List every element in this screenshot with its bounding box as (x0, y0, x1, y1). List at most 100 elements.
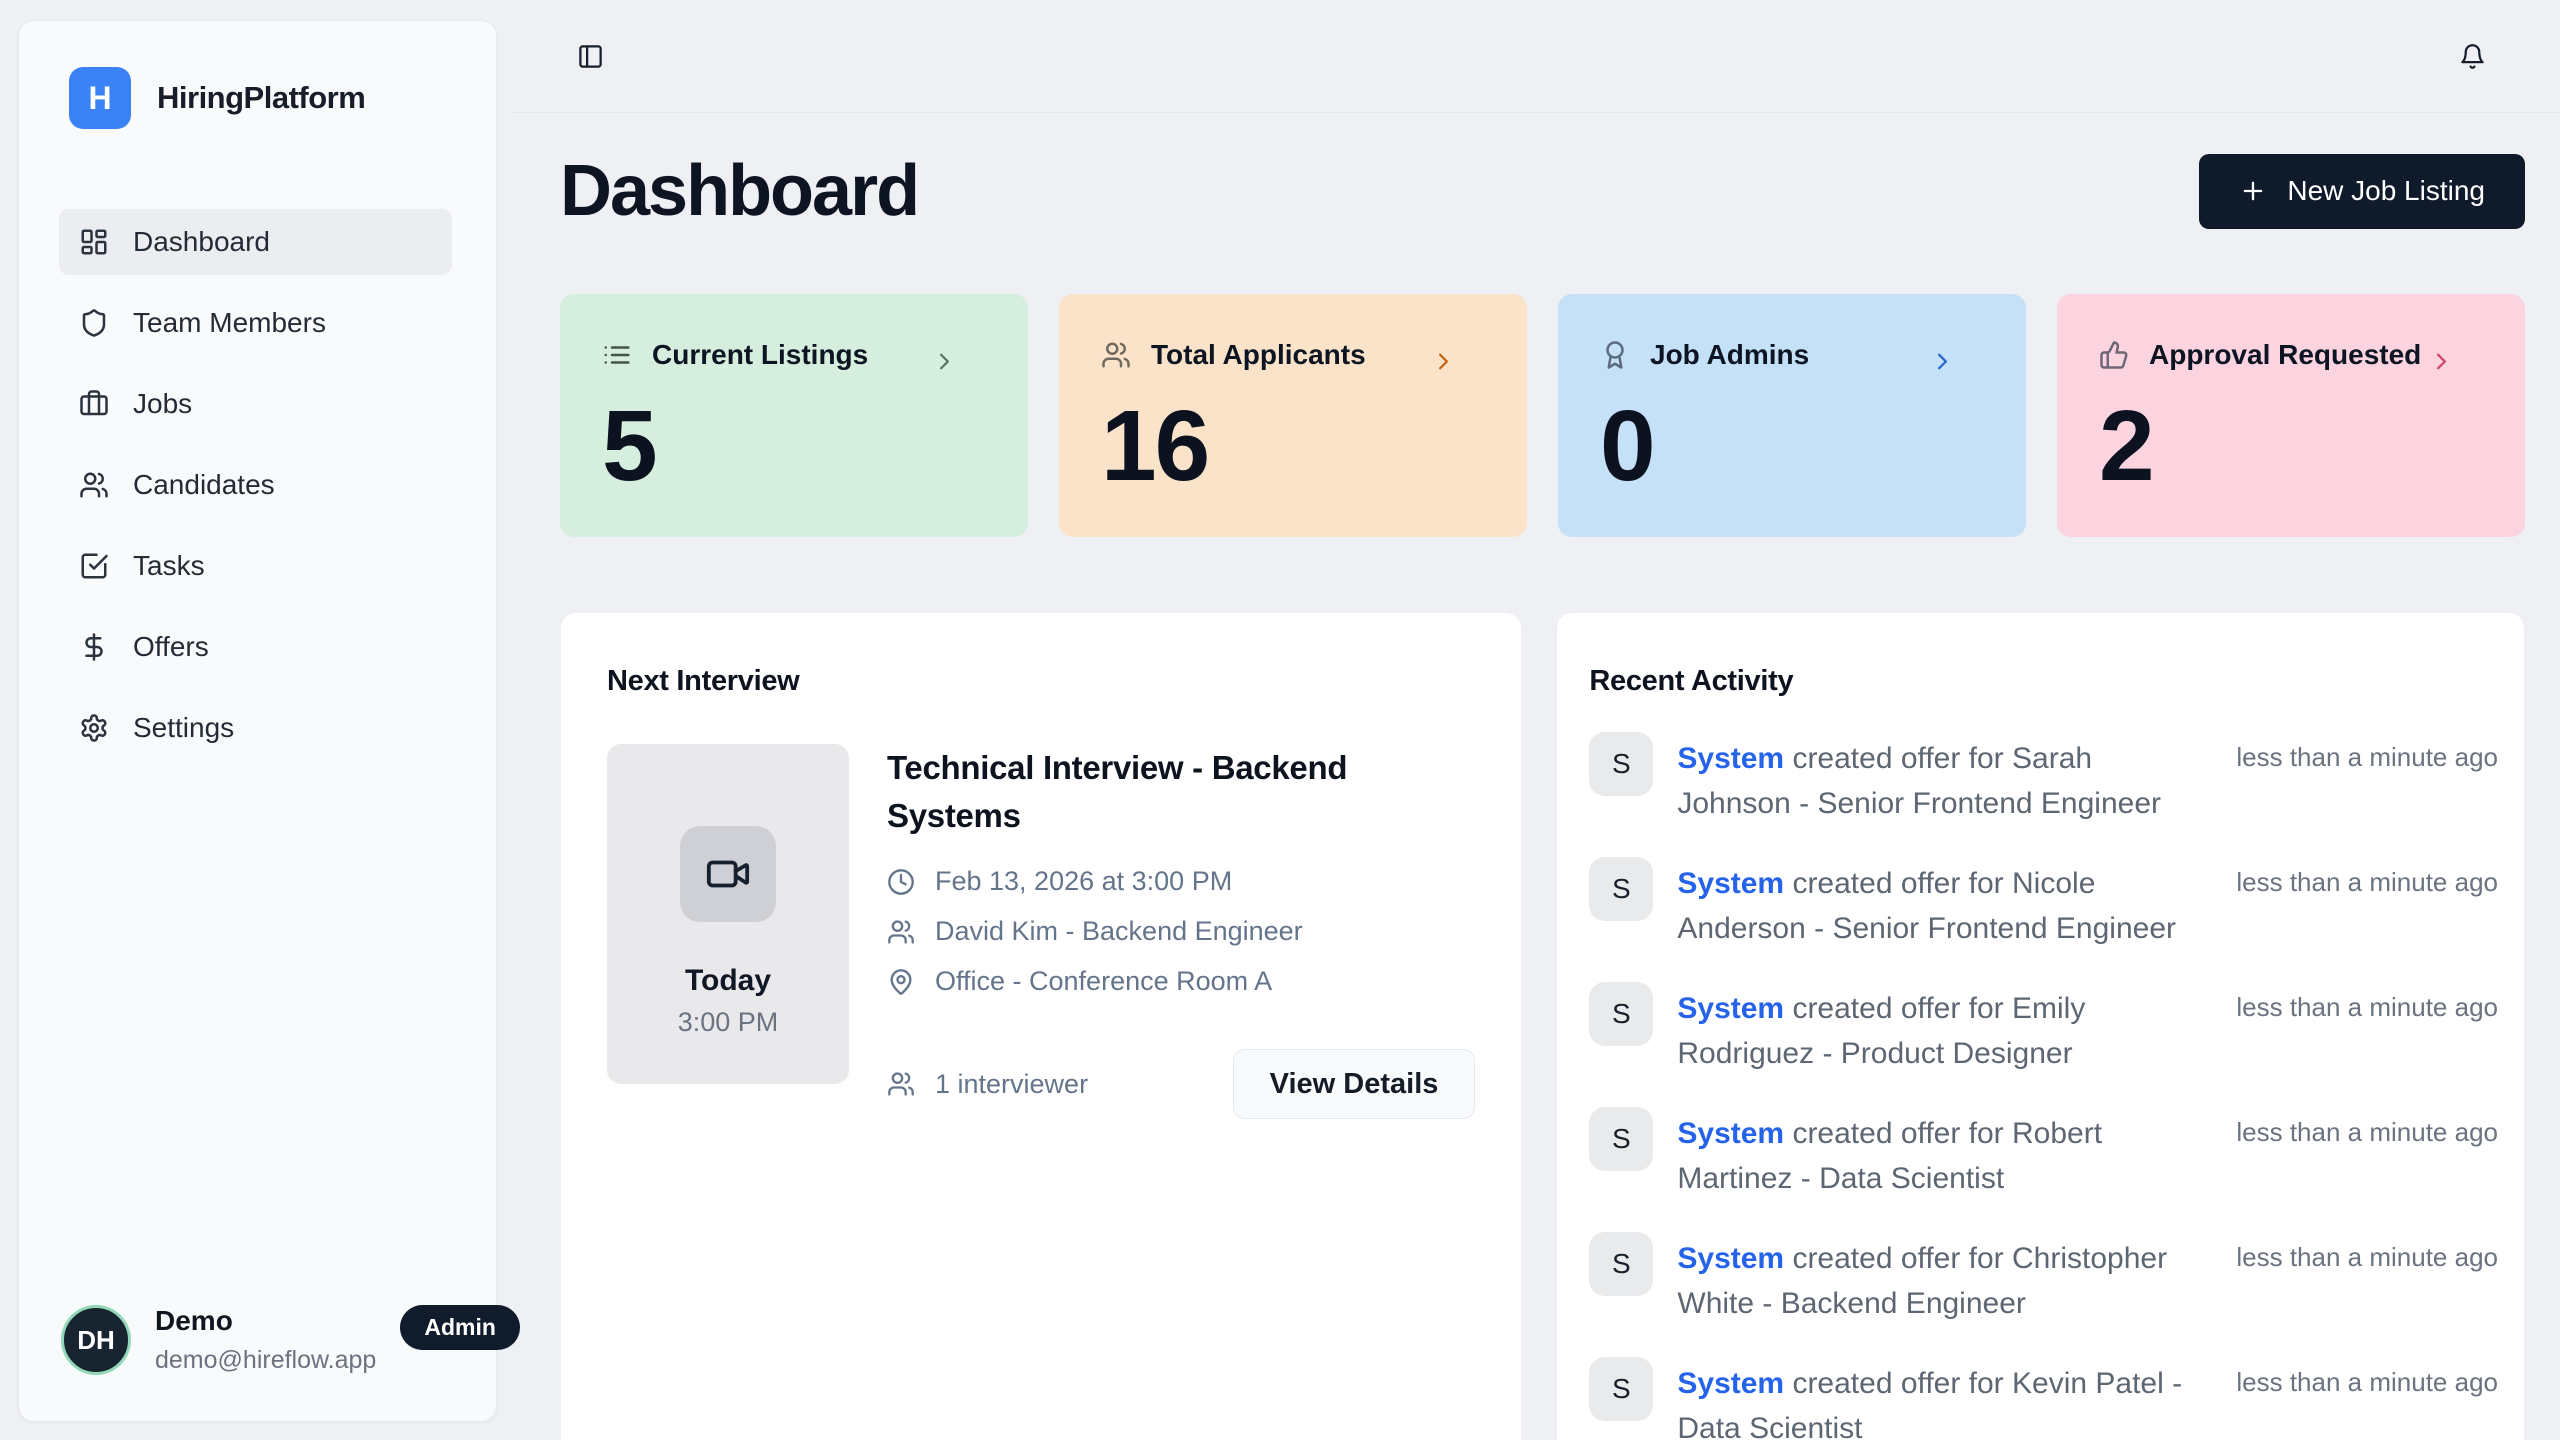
activity-text: created offer for Nicole Anderson - Seni… (1677, 867, 2177, 945)
sidebar-item-label: Offers (133, 631, 209, 662)
next-interview-title: Next Interview (607, 665, 800, 697)
stat-card-current-listings[interactable]: Current Listings 5 (560, 294, 1028, 537)
recent-activity-panel: Recent Activity S System created offer f… (1556, 612, 2525, 1440)
activity-actor-link[interactable]: System (1677, 1242, 1785, 1275)
interview-time: 3:00 PM (677, 1007, 779, 1037)
sidebar-item-label: Settings (133, 712, 235, 743)
sidebar-toggle-button[interactable] (577, 43, 604, 70)
recent-activity-title: Recent Activity (1589, 665, 1794, 697)
topbar (512, 0, 2560, 113)
stat-value: 0 (1600, 390, 1656, 502)
chevron-right-icon (2428, 348, 2455, 375)
briefcase-icon (79, 389, 109, 419)
interviewer-count: 1 interviewer (935, 1068, 1089, 1099)
sidebar-item-label: Team Members (133, 307, 326, 338)
chevron-right-icon (931, 348, 958, 375)
interview-location: Office - Conference Room A (935, 966, 1273, 996)
stat-card-job-admins[interactable]: Job Admins 0 (1558, 294, 2026, 537)
award-icon (1600, 340, 1630, 370)
role-badge: Admin (400, 1305, 520, 1350)
interview-day: Today (684, 964, 772, 997)
stat-label: Job Admins (1650, 339, 1810, 370)
chevron-right-icon (1929, 348, 1956, 375)
activity-actor-link[interactable]: System (1677, 1367, 1785, 1400)
stat-label: Total Applicants (1151, 339, 1366, 370)
activity-timestamp: less than a minute ago (2236, 992, 2498, 1022)
activity-text: created offer for Kevin Patel - Data Sci… (1677, 1367, 2183, 1440)
sidebar-item-label: Candidates (133, 469, 275, 500)
sidebar-item-label: Tasks (133, 550, 205, 581)
avatar: DH (61, 1305, 131, 1375)
view-details-button[interactable]: View Details (1232, 1049, 1476, 1119)
activity-list: S System created offer for Sarah Johnson… (1589, 732, 2498, 1440)
activity-actor-link[interactable]: System (1677, 1117, 1785, 1150)
activity-text: created offer for Sarah Johnson - Senior… (1677, 742, 2162, 820)
activity-avatar: S (1589, 1357, 1654, 1421)
activity-timestamp: less than a minute ago (2236, 1367, 2498, 1397)
chevron-right-icon (1430, 348, 1457, 375)
activity-avatar: S (1589, 857, 1654, 921)
activity-avatar: S (1589, 982, 1654, 1046)
activity-text: created offer for Christopher White - Ba… (1677, 1242, 2168, 1320)
notifications-button[interactable] (2459, 43, 2486, 70)
gear-icon (79, 713, 109, 743)
dollar-icon (79, 632, 109, 662)
brand-logo: H (69, 67, 131, 129)
sidebar-user-card: DH Demo demo@hireflow.app Admin (61, 1305, 520, 1375)
bell-icon (2459, 43, 2486, 70)
main-area: Dashboard New Job Listing Current Listin… (512, 0, 2560, 1440)
list-icon (602, 340, 632, 370)
sidebar-item-settings[interactable]: Settings (59, 695, 452, 761)
interview-person: David Kim - Backend Engineer (935, 916, 1303, 946)
activity-actor-link[interactable]: System (1677, 742, 1785, 775)
activity-actor-link[interactable]: System (1677, 992, 1785, 1025)
interview-datetime: Feb 13, 2026 at 3:00 PM (935, 866, 1233, 896)
interview-title: Technical Interview - Backend Systems (887, 749, 1348, 834)
sidebar-item-tasks[interactable]: Tasks (59, 533, 452, 599)
sidebar-item-dashboard[interactable]: Dashboard (59, 209, 452, 275)
stat-card-approval-requested[interactable]: Approval Requested 2 (2057, 294, 2525, 537)
activity-avatar: S (1589, 1107, 1654, 1171)
clock-icon (887, 868, 915, 896)
sidebar-item-team-members[interactable]: Team Members (59, 290, 452, 356)
stat-card-total-applicants[interactable]: Total Applicants 16 (1059, 294, 1527, 537)
activity-item: S System created offer for Robert Martin… (1589, 1107, 2498, 1201)
activity-timestamp: less than a minute ago (2236, 742, 2498, 772)
plus-icon (2239, 177, 2267, 205)
new-job-listing-button[interactable]: New Job Listing (2199, 153, 2525, 229)
content: Dashboard New Job Listing Current Listin… (512, 113, 2560, 1440)
users-icon (887, 918, 915, 946)
shield-icon (79, 308, 109, 338)
user-email: demo@hireflow.app (155, 1346, 377, 1374)
sidebar-item-offers[interactable]: Offers (59, 614, 452, 680)
user-name: Demo (155, 1305, 233, 1336)
stats-row: Current Listings 5 Total Applicants 16 (560, 294, 2525, 537)
sidebar-item-label: Jobs (133, 388, 193, 419)
activity-text: created offer for Emily Rodriguez - Prod… (1677, 992, 2086, 1070)
sidebar-item-label: Dashboard (133, 226, 270, 257)
thumbs-up-icon (2099, 340, 2129, 370)
activity-item: S System created offer for Nicole Anders… (1589, 857, 2498, 951)
users-icon (79, 470, 109, 500)
activity-timestamp: less than a minute ago (2236, 1242, 2498, 1272)
activity-text: created offer for Robert Martinez - Data… (1677, 1117, 2103, 1195)
stat-value: 2 (2099, 390, 2155, 502)
brand: H HiringPlatform (59, 67, 452, 129)
users-icon (1101, 340, 1131, 370)
video-icon (680, 826, 776, 922)
activity-actor-link[interactable]: System (1677, 867, 1785, 900)
map-pin-icon (887, 968, 915, 996)
interview-date-box: Today 3:00 PM (607, 744, 849, 1084)
stat-value: 5 (602, 390, 658, 502)
sidebar-item-jobs[interactable]: Jobs (59, 371, 452, 437)
next-interview-panel: Next Interview Today 3:00 PM Technical I… (560, 612, 1523, 1440)
activity-timestamp: less than a minute ago (2236, 867, 2498, 897)
activity-item: S System created offer for Kevin Patel -… (1589, 1357, 2498, 1440)
stat-label: Approval Requested (2149, 339, 2422, 370)
activity-item: S System created offer for Christopher W… (1589, 1232, 2498, 1326)
sidebar-nav: Dashboard Team Members Jobs Candidates T… (59, 209, 452, 761)
layout-dashboard-icon (79, 227, 109, 257)
new-job-listing-label: New Job Listing (2287, 175, 2485, 206)
brand-name: HiringPlatform (157, 80, 366, 115)
sidebar-item-candidates[interactable]: Candidates (59, 452, 452, 518)
